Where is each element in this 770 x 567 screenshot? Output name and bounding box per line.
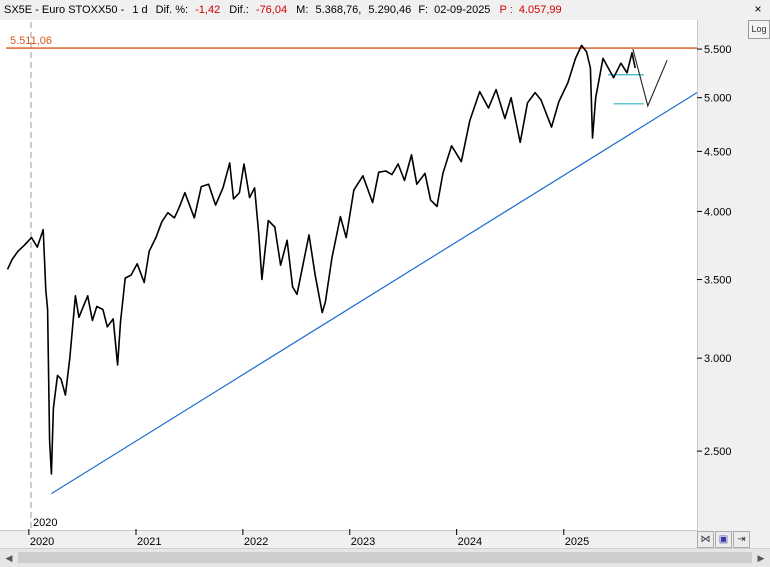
chart-mode-icon[interactable]: ⋈ [697, 531, 714, 548]
scrollbar-thumb[interactable] [18, 552, 752, 563]
scroll-right-icon[interactable]: ▶ [757, 553, 765, 563]
x-start-label: 2020 [33, 517, 57, 529]
price-chart: 5.511,06 2.500 3.000 3.500 4.000 4.500 5.000 5… [6, 22, 732, 548]
price-series-line [6, 44, 636, 475]
resistance-label: 5.511,06 [10, 35, 52, 47]
x-tick-label: 2023 [351, 536, 375, 548]
horizontal-scrollbar[interactable]: ◀ ▶ [0, 548, 770, 567]
max-value: 5.368,76 [315, 4, 359, 16]
y-tick-label: 3.500 [704, 275, 732, 287]
y-axis: 2.500 3.000 3.500 4.000 4.500 5.000 5.500 [697, 44, 732, 458]
p-value: 4.057,99 [518, 4, 562, 16]
export-icon[interactable]: ⇥ [733, 531, 750, 548]
period-label: 1 d [132, 4, 148, 16]
dif-label: Dif.: [229, 4, 249, 16]
scroll-left-icon[interactable]: ◀ [5, 553, 13, 563]
p-label: P : [499, 4, 513, 16]
target-lines [607, 74, 644, 105]
dif-pct-label: Dif. %: [155, 4, 189, 16]
y-tick-label: 3.000 [704, 353, 732, 365]
symbol-label: SX5E - Euro STOXX50 - [4, 4, 125, 16]
x-tick-label: 2022 [244, 536, 268, 548]
y-tick-label: 4.000 [704, 206, 732, 218]
dif-value: -76,04 [255, 4, 288, 16]
projection-path [632, 48, 668, 108]
x-tick-label: 2025 [565, 536, 589, 548]
y-tick-label: 5.500 [704, 44, 732, 56]
y-tick-label: 4.500 [704, 146, 732, 158]
max-label: M: [296, 4, 309, 16]
x-tick-label: 2020 [30, 536, 54, 548]
support-trendline [51, 92, 698, 495]
x-axis: 2020 2021 2022 2023 2024 2025 [28, 529, 589, 548]
min-value: 5.290,46 [368, 4, 412, 16]
date-label: F: [418, 4, 429, 16]
save-icon[interactable]: ▣ [715, 531, 732, 548]
x-tick-label: 2024 [458, 536, 482, 548]
chart-header: SX5E - Euro STOXX50 - 1 d Dif. %: -1,42 … [0, 0, 770, 20]
close-icon[interactable]: × [754, 2, 762, 16]
chart-toolbar: ⋈ ▣ ⇥ [697, 531, 769, 548]
y-tick-label: 2.500 [704, 446, 732, 458]
plot-area [0, 20, 698, 531]
date-value: 02-09-2025 [434, 4, 491, 16]
dif-pct-value: -1,42 [195, 4, 221, 16]
x-tick-label: 2021 [137, 536, 161, 548]
y-tick-label: 5.000 [704, 93, 732, 105]
